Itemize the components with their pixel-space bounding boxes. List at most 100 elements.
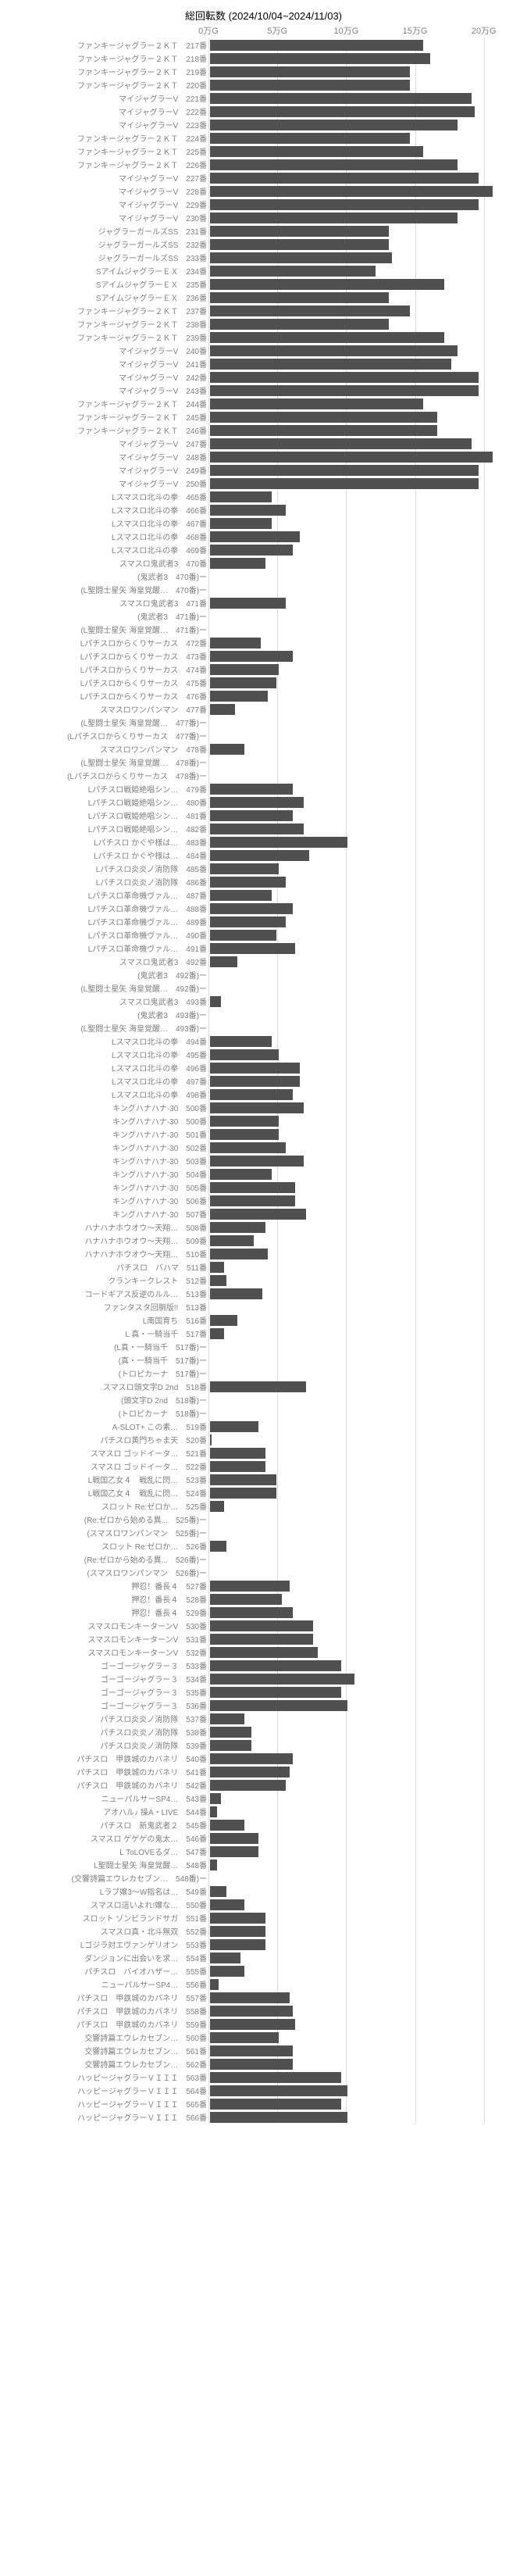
x-tick-label: 15万G: [403, 24, 428, 37]
chart-row: ダンジョンに出会いを求… 554番: [8, 1951, 519, 1964]
bar: [210, 677, 276, 688]
bar: [210, 1634, 313, 1645]
bar-container: [210, 1194, 519, 1207]
row-label: スマスロモンキーターンV 532番: [8, 1646, 210, 1658]
bar: [210, 1660, 341, 1671]
bar-container: [210, 264, 519, 277]
chart-row: ファンキージャグラー２ＫＴ 239番: [8, 330, 519, 344]
row-label: 押忍！番長４ 527番: [8, 1580, 210, 1592]
row-label: 押忍！番長４ 528番: [8, 1593, 210, 1605]
bar-container: [210, 1632, 519, 1645]
row-label: ニューパルサーSP4… 543番: [8, 1792, 210, 1804]
row-label: キングハナハナ-30 500番: [8, 1102, 210, 1113]
bar-container: [210, 1752, 519, 1765]
chart-row: パチスロ炎炎ノ消防隊 538番: [8, 1725, 519, 1738]
chart-row: スマスロ ゴッドイータ… 522番: [8, 1459, 519, 1473]
row-label: Lラブ嬢3～W指名は… 549番: [8, 1885, 210, 1897]
bar-container: [210, 410, 519, 423]
row-label: ゴーゴージャグラー３ 534番: [8, 1673, 210, 1685]
bar-container: [210, 2070, 519, 2084]
row-label: SアイムジャグラーＥＸ 236番: [8, 291, 210, 303]
row-label: (鬼武者3 471番)ー: [8, 610, 210, 622]
chart-row: マイジャグラーV 222番: [8, 105, 519, 118]
chart-row: スマスロモンキーターンV 531番: [8, 1632, 519, 1645]
row-label: ファンキージャグラー２ＫＴ 224番: [8, 132, 210, 144]
row-label: (L聖闘士星矢 海皇覚醒… 492番)ー: [8, 982, 210, 994]
bar-container: [210, 52, 519, 65]
bar-container: [210, 370, 519, 384]
bar-container: [210, 1499, 519, 1513]
chart-row: ファンキージャグラー２ＫＴ 237番: [8, 304, 519, 317]
row-label: マイジャグラーV 243番: [8, 384, 210, 396]
chart-row: (頭文字D 2nd 518番)ー: [8, 1393, 519, 1406]
bar-container: [210, 1260, 519, 1274]
bar: [210, 385, 479, 396]
bar-container: [210, 1818, 519, 1831]
chart-row: Lパチスロからくりサーカス 475番: [8, 676, 519, 689]
row-label: パチスロ バハマ 511番: [8, 1261, 210, 1273]
chart-row: Lパチスロ炎炎ノ消防隊 485番: [8, 862, 519, 875]
chart-row: Lスマスロ北斗の拳 497番: [8, 1074, 519, 1088]
bar-container: [210, 238, 519, 251]
chart-row: Lパチスロ かぐや様は… 483番: [8, 835, 519, 849]
bar-container: [210, 583, 519, 596]
row-label: キングハナハナ-30 507番: [8, 1208, 210, 1220]
bar-container: [210, 277, 519, 291]
row-label: (Lパチスロからくりサーカス 478番)ー: [8, 770, 210, 781]
chart-row: ゴーゴージャグラー３ 535番: [8, 1685, 519, 1699]
bar: [210, 452, 493, 463]
bar-container: [210, 636, 519, 649]
chart-row: (L聖闘士星矢 海皇覚醒… 493番)ー: [8, 1021, 519, 1034]
bar-container: [210, 1845, 519, 1858]
chart-row: ジャグラーガールズSS 232番: [8, 238, 519, 251]
chart-row: マイジャグラーV 249番: [8, 463, 519, 477]
bar-container: [210, 1712, 519, 1725]
bar: [210, 1740, 251, 1751]
bar: [210, 266, 376, 277]
row-label: ハッピージャグラーＶＩＩＩ 564番: [8, 2085, 210, 2096]
row-label: Lパチスロ炎炎ノ消防隊 485番: [8, 863, 210, 874]
chart-row: (L聖闘士星矢 海皇覚醒… 470番)ー: [8, 583, 519, 596]
row-label: (L真・一騎当千 517番)ー: [8, 1341, 210, 1352]
bar: [210, 106, 475, 117]
bar: [210, 2019, 295, 2030]
chart-row: (トロピカーナ 517番)ー: [8, 1367, 519, 1380]
row-label: ゴーゴージャグラー３ 535番: [8, 1686, 210, 1698]
bar: [210, 319, 389, 330]
x-tick-label: 10万G: [333, 24, 358, 37]
row-label: マイジャグラーV 222番: [8, 105, 210, 117]
bar-container: [210, 1393, 519, 1406]
row-label: パチスロ バイオハザー… 555番: [8, 1965, 210, 1977]
bar-container: [210, 91, 519, 105]
bar-container: [210, 1353, 519, 1367]
chart-row: L 真・一騎当千 517番: [8, 1327, 519, 1340]
chart-row: スマスロワンパンマン 478番: [8, 742, 519, 756]
bar: [210, 1249, 268, 1259]
bar: [210, 877, 286, 888]
bar-container: [210, 291, 519, 304]
bar-container: [210, 702, 519, 716]
row-label: パチスロ炎炎ノ消防隊 537番: [8, 1713, 210, 1724]
chart-row: Lスマスロ北斗の拳 496番: [8, 1061, 519, 1074]
bar-container: [210, 742, 519, 756]
chart-row: アオハル♪ 操A・LIVE 544番: [8, 1805, 519, 1818]
bar: [210, 213, 458, 223]
row-label: 交響詩篇エウレカセブン… 561番: [8, 2045, 210, 2056]
bar-container: [210, 941, 519, 955]
bar: [210, 545, 293, 556]
row-label: スマスロ鬼武者3 470番: [8, 557, 210, 569]
bar-container: [210, 1805, 519, 1818]
bar: [210, 1102, 304, 1113]
chart-row: マイジャグラーV 221番: [8, 91, 519, 105]
bar-container: [210, 330, 519, 344]
chart-row: キングハナハナ-30 505番: [8, 1181, 519, 1194]
bar-container: [210, 317, 519, 330]
chart-row: マイジャグラーV 242番: [8, 370, 519, 384]
row-label: スマスロモンキーターンV 531番: [8, 1633, 210, 1645]
bar-container: [210, 875, 519, 888]
bar-container: [210, 663, 519, 676]
bar-container: [210, 849, 519, 862]
chart-row: パチスロ 甲鉄城のカバネリ 558番: [8, 2004, 519, 2017]
bar-container: [210, 888, 519, 902]
bar: [210, 2112, 347, 2123]
